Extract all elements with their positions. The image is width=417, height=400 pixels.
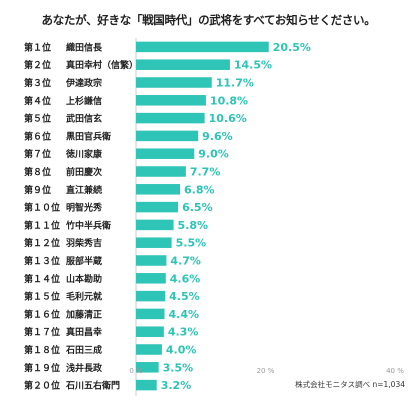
- data-label: 3.5%: [163, 361, 194, 374]
- rank-label: 第２０位: [24, 380, 60, 392]
- rank-label: 第２位: [24, 59, 51, 71]
- warlord-name-label: 毛利元就: [66, 291, 102, 303]
- bar: [136, 379, 157, 391]
- data-label: 3.2%: [161, 379, 192, 392]
- data-label: 4.4%: [168, 308, 199, 321]
- bar: [136, 59, 230, 70]
- bar: [136, 77, 212, 88]
- warlord-name-label: 黒田官兵衛: [66, 130, 111, 142]
- warlord-name-label: 山本勘助: [66, 273, 102, 285]
- warlord-name-label: 織田信長: [66, 41, 103, 53]
- rank-label: 第１１位: [24, 219, 60, 231]
- x-tick-label: 40 %: [386, 367, 404, 375]
- rank-label: 第５位: [24, 113, 51, 125]
- data-label: 11.7%: [216, 77, 254, 90]
- bar: [136, 255, 167, 266]
- bar: [136, 148, 195, 159]
- data-label: 10.6%: [209, 112, 247, 125]
- warlord-name-label: 前田慶次: [66, 166, 102, 178]
- data-label: 4.6%: [170, 272, 201, 285]
- rank-label: 第７位: [24, 148, 51, 160]
- rank-label: 第８位: [24, 166, 51, 178]
- bar: [136, 219, 174, 231]
- rank-label: 第１２位: [24, 237, 60, 249]
- warlord-name-label: 伊達政宗: [65, 77, 102, 89]
- rank-label: 第１５位: [24, 291, 60, 303]
- data-label: 4.5%: [169, 290, 200, 303]
- rank-label: 第１位: [24, 41, 51, 53]
- data-label: 6.5%: [182, 201, 213, 214]
- bar: [136, 184, 181, 195]
- warlord-name-label: 竹中半兵衛: [65, 219, 111, 231]
- data-label: 4.7%: [170, 255, 201, 268]
- bar: [136, 130, 199, 142]
- bar: [136, 95, 206, 106]
- chart-title: あなたが、好きな「戦国時代」の武将をすべてお知らせください。: [41, 13, 376, 27]
- warlord-name-label: 服部半蔵: [66, 255, 102, 267]
- warlord-name-label: 加藤清正: [65, 308, 102, 320]
- rank-label: 第３位: [24, 77, 51, 89]
- warlord-name-label: 直江兼続: [66, 184, 102, 196]
- bar: [136, 362, 159, 373]
- bar: [136, 290, 166, 302]
- bar: [136, 166, 186, 177]
- bar: [136, 344, 162, 355]
- data-label: 20.5%: [273, 41, 311, 54]
- rank-label: 第９位: [24, 184, 51, 196]
- warlord-name-label: 浅井長政: [66, 362, 103, 374]
- warlord-name-label: 羽柴秀吉: [66, 237, 102, 249]
- x-tick-label: 20 %: [257, 367, 275, 375]
- rank-label: 第６位: [24, 130, 51, 142]
- warlord-name-label: 上杉謙信: [66, 95, 102, 107]
- rank-label: 第４位: [24, 95, 51, 107]
- warlord-name-label: 真田幸村（信繁）: [66, 59, 138, 71]
- data-label: 5.8%: [178, 219, 209, 232]
- bar: [136, 41, 269, 53]
- warlord-name-label: 武田信玄: [66, 113, 102, 125]
- bar: [136, 201, 179, 213]
- warlord-name-label: 石田三成: [65, 344, 102, 356]
- warlord-name-label: 徳川家康: [65, 148, 103, 160]
- source-note: 株式会社モニタス調べ n=1,034: [295, 380, 405, 389]
- warlord-name-label: 石川五右衛門: [65, 380, 120, 392]
- rank-label: 第１４位: [24, 273, 60, 285]
- data-label: 4.0%: [166, 344, 197, 357]
- rank-label: 第１９位: [24, 362, 60, 374]
- rank-label: 第１０位: [24, 202, 60, 214]
- data-label: 14.5%: [234, 59, 272, 72]
- bar: [136, 237, 172, 248]
- rank-label: 第１６位: [24, 308, 60, 320]
- data-label: 4.3%: [168, 326, 199, 339]
- bar: [136, 308, 165, 320]
- data-label: 5.5%: [176, 237, 207, 250]
- data-label: 10.8%: [210, 94, 248, 107]
- rank-label: 第１７位: [24, 326, 60, 338]
- rank-label: 第１３位: [24, 255, 60, 267]
- data-label: 9.0%: [198, 148, 229, 161]
- x-tick-label: 0 %: [129, 367, 143, 375]
- bar: [136, 273, 166, 284]
- data-label: 9.6%: [202, 130, 233, 143]
- warlord-name-label: 真田昌幸: [66, 326, 102, 338]
- bar: [136, 112, 205, 124]
- bar: [136, 326, 164, 337]
- data-label: 6.8%: [184, 183, 215, 196]
- rank-label: 第１８位: [24, 344, 60, 356]
- warlord-name-label: 明智光秀: [66, 202, 102, 214]
- data-label: 7.7%: [190, 166, 221, 179]
